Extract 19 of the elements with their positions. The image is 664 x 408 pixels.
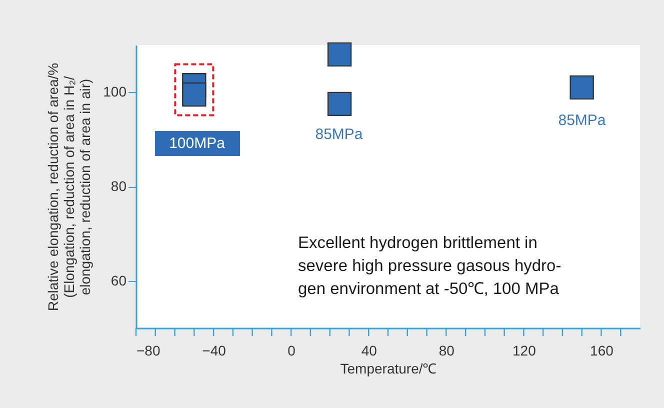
x-tick-label: 120 — [512, 342, 536, 358]
annotation: 85MPa — [315, 126, 364, 143]
x-tick-label: 0 — [288, 342, 296, 358]
x-tick-label: 80 — [438, 342, 455, 358]
y-tick-label: 60 — [110, 272, 127, 288]
point — [327, 92, 352, 116]
annotation: Excellent hydrogen brittlement in severe high pressure gasous hydro- gen environment at -50℃, 100 MPa — [298, 234, 562, 298]
x-axis-title: Temperature/℃ — [340, 360, 437, 376]
point — [327, 42, 352, 67]
point — [570, 75, 594, 100]
y-axis-title: Relative elongation, reduction of area/% (Elongation, reduction of area in H₂/ elongation, reduction of area in air) — [45, 62, 94, 312]
x-tick-label: −40 — [202, 342, 226, 358]
y-tick-label: 80 — [110, 178, 127, 194]
y-tick-label: 100 — [103, 84, 127, 100]
annotation: 100MPa — [169, 135, 226, 152]
x-tick-label: 160 — [590, 342, 614, 358]
x-tick-label: 40 — [361, 342, 378, 358]
x-tick-label: −80 — [136, 342, 160, 358]
annotation: 85MPa — [558, 112, 606, 129]
